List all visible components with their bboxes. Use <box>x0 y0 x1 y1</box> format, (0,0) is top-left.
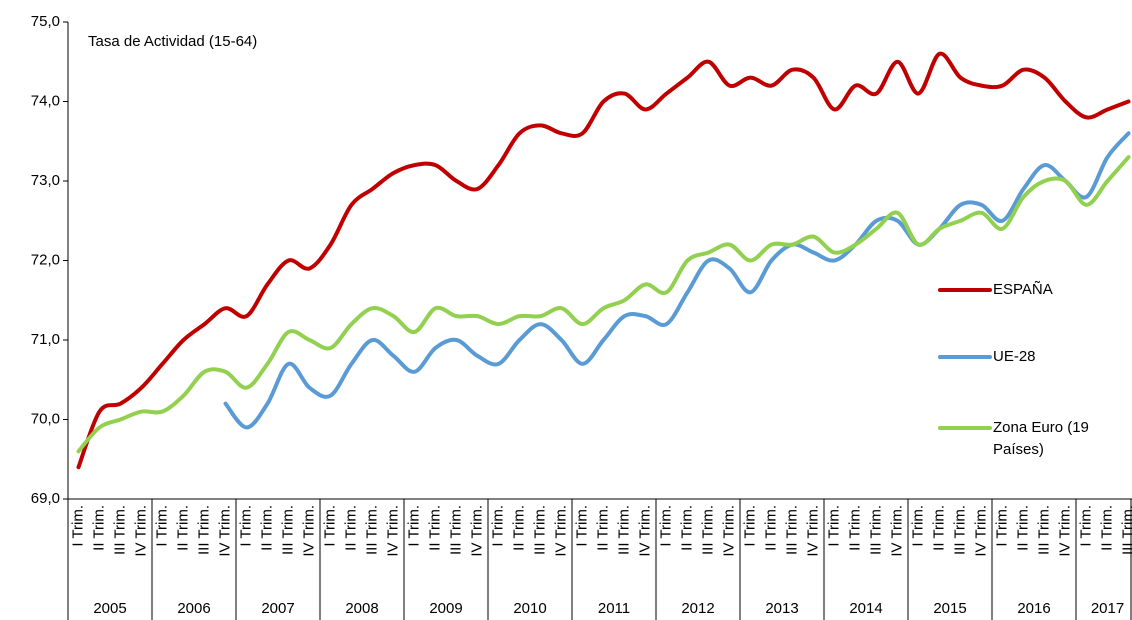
y-tick-label: 73,0 <box>31 172 60 189</box>
year-label: 2012 <box>681 600 714 617</box>
series-line <box>76 51 1131 470</box>
year-label: 2014 <box>849 600 882 617</box>
x-tick-label: III Trim. <box>447 505 464 555</box>
x-tick-label: II Trim. <box>846 505 863 551</box>
x-tick-label: II Trim. <box>930 505 947 551</box>
x-tick-label: IV Trim. <box>468 505 485 557</box>
x-tick-label: III Trim. <box>783 505 800 555</box>
x-tick-label: III Trim. <box>363 505 380 555</box>
x-tick-label: IV Trim. <box>720 505 737 557</box>
x-tick-label: III Trim. <box>195 505 212 555</box>
year-label: 2017 <box>1091 600 1124 617</box>
chart-title: Tasa de Actividad (15-64) <box>88 33 257 50</box>
x-tick-label: II Trim. <box>426 505 443 551</box>
x-tick-label: III Trim. <box>1035 505 1052 555</box>
x-tick-label: I Trim. <box>573 505 590 547</box>
x-tick-label: III Trim. <box>531 505 548 555</box>
year-label: 2008 <box>345 600 378 617</box>
x-tick-label: III Trim. <box>699 505 716 555</box>
year-label: 2010 <box>513 600 546 617</box>
x-tick-label: II Trim. <box>90 505 107 551</box>
legend-label: ESPAÑA <box>993 281 1053 298</box>
x-tick-label: I Trim. <box>237 505 254 547</box>
y-tick-label: 70,0 <box>31 410 60 427</box>
x-tick-label: I Trim. <box>69 505 86 547</box>
x-tick-label: II Trim. <box>678 505 695 551</box>
x-tick-label: I Trim. <box>405 505 422 547</box>
x-tick-label: IV Trim. <box>132 505 149 557</box>
x-tick-label: I Trim. <box>321 505 338 547</box>
x-tick-label: IV Trim. <box>384 505 401 557</box>
x-tick-label: II Trim. <box>594 505 611 551</box>
x-tick-label: IV Trim. <box>552 505 569 557</box>
x-tick-label: IV Trim. <box>888 505 905 557</box>
y-tick-label: 72,0 <box>31 251 60 268</box>
x-tick-label: II Trim. <box>174 505 191 551</box>
x-tick-label: I Trim. <box>1077 505 1094 547</box>
y-tick-label: 71,0 <box>31 331 60 348</box>
x-tick-label: I Trim. <box>489 505 506 547</box>
x-tick-label: III Trim. <box>867 505 884 555</box>
year-label: 2013 <box>765 600 798 617</box>
x-tick-label: II Trim. <box>1098 505 1115 551</box>
year-label: 2005 <box>93 600 126 617</box>
x-tick-label: IV Trim. <box>804 505 821 557</box>
y-tick-label: 75,0 <box>31 13 60 30</box>
x-tick-label: II Trim. <box>1014 505 1031 551</box>
year-label: 2016 <box>1017 600 1050 617</box>
x-tick-label: II Trim. <box>762 505 779 551</box>
x-tick-label: I Trim. <box>909 505 926 547</box>
legend-label: Zona Euro (19 Países) <box>993 419 1089 458</box>
series-line <box>76 155 1131 454</box>
x-tick-label: IV Trim. <box>1056 505 1073 557</box>
legend-label: UE-28 <box>993 348 1036 365</box>
x-tick-label: I Trim. <box>657 505 674 547</box>
y-tick-label: 74,0 <box>31 92 60 109</box>
x-tick-label: II Trim. <box>258 505 275 551</box>
series-line <box>223 131 1131 430</box>
y-tick-label: 69,0 <box>31 490 60 507</box>
x-tick-label: III Trim. <box>615 505 632 555</box>
x-tick-label: IV Trim. <box>216 505 233 557</box>
x-tick-label: III Trim. <box>1119 505 1132 555</box>
year-label: 2011 <box>598 600 630 617</box>
x-tick-label: IV Trim. <box>636 505 653 557</box>
x-tick-label: I Trim. <box>741 505 758 547</box>
x-tick-label: I Trim. <box>825 505 842 547</box>
x-tick-label: III Trim. <box>279 505 296 555</box>
x-tick-label: I Trim. <box>993 505 1010 547</box>
x-tick-label: IV Trim. <box>972 505 989 557</box>
year-label: 2006 <box>177 600 210 617</box>
x-tick-label: I Trim. <box>153 505 170 547</box>
year-label: 2009 <box>429 600 462 617</box>
x-tick-label: IV Trim. <box>300 505 317 557</box>
year-label: 2015 <box>933 600 966 617</box>
x-tick-label: III Trim. <box>951 505 968 555</box>
year-label: 2007 <box>261 600 294 617</box>
x-tick-label: II Trim. <box>510 505 527 551</box>
x-tick-label: II Trim. <box>342 505 359 551</box>
x-tick-label: III Trim. <box>111 505 128 555</box>
